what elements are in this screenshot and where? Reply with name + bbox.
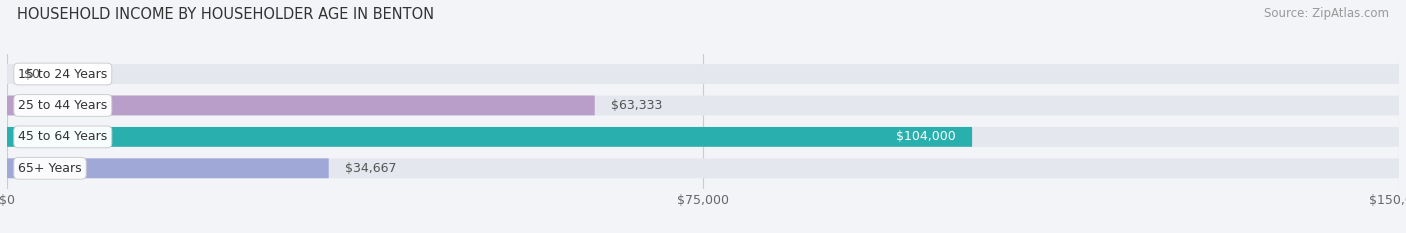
Text: Source: ZipAtlas.com: Source: ZipAtlas.com <box>1264 7 1389 20</box>
Text: 15 to 24 Years: 15 to 24 Years <box>18 68 107 81</box>
Text: $104,000: $104,000 <box>896 130 956 143</box>
Text: $34,667: $34,667 <box>346 162 396 175</box>
Text: HOUSEHOLD INCOME BY HOUSEHOLDER AGE IN BENTON: HOUSEHOLD INCOME BY HOUSEHOLDER AGE IN B… <box>17 7 434 22</box>
FancyBboxPatch shape <box>7 96 1399 115</box>
FancyBboxPatch shape <box>7 158 329 178</box>
FancyBboxPatch shape <box>7 64 1399 84</box>
FancyBboxPatch shape <box>7 127 1399 147</box>
FancyBboxPatch shape <box>7 127 972 147</box>
Text: $0: $0 <box>24 68 39 81</box>
Text: 25 to 44 Years: 25 to 44 Years <box>18 99 107 112</box>
FancyBboxPatch shape <box>7 96 595 115</box>
FancyBboxPatch shape <box>7 158 1399 178</box>
Text: $63,333: $63,333 <box>612 99 662 112</box>
Text: 65+ Years: 65+ Years <box>18 162 82 175</box>
Text: 45 to 64 Years: 45 to 64 Years <box>18 130 107 143</box>
